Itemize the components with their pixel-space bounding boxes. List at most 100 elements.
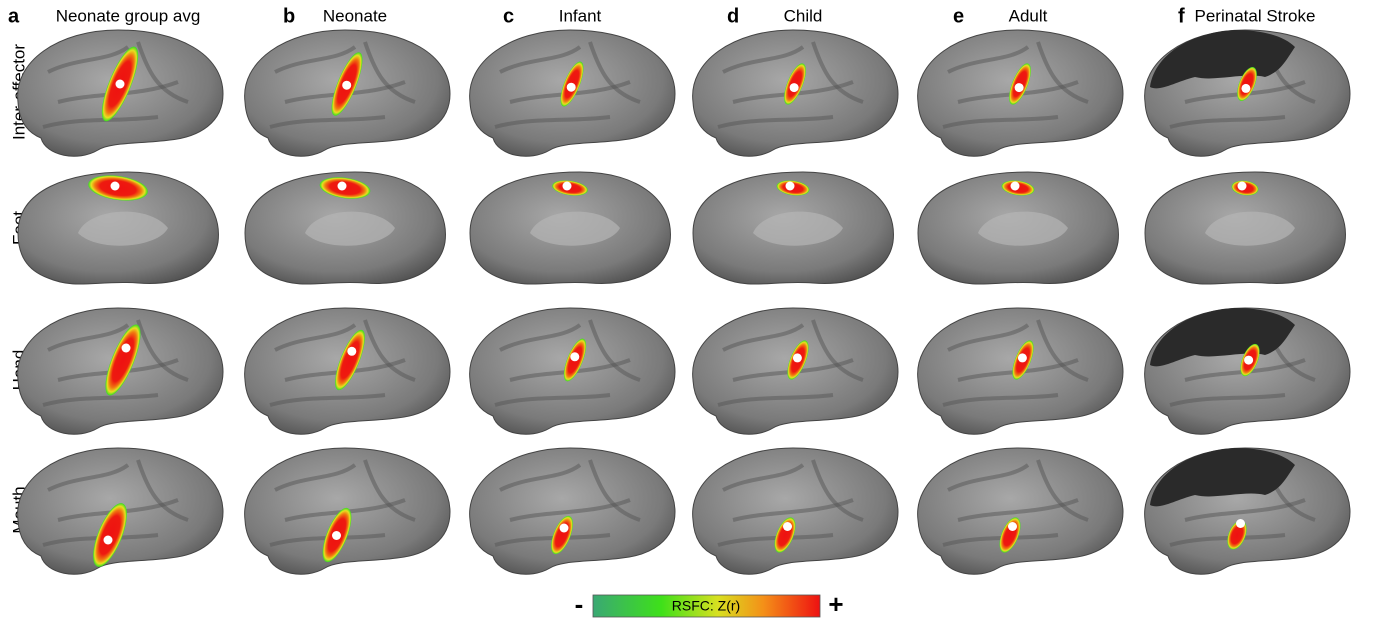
brain [17,171,219,285]
sulcus [1036,41,1089,104]
sulcus [363,319,416,382]
panel-letter: f [1178,5,1185,27]
corpus-callosum [978,211,1068,246]
brain [1144,447,1351,575]
seed [559,523,569,533]
sulcus [494,115,611,129]
seed [337,181,347,191]
seed [347,346,357,356]
brain [917,447,1124,575]
sulcus [42,115,159,129]
colorbar: RSFC: Z(r) - + [575,589,844,619]
seed [1237,181,1247,191]
sulcus [717,393,834,407]
sulcus [811,319,864,382]
sulcus [732,498,854,522]
brain [244,307,451,435]
sulcus [494,533,611,547]
activation [335,329,365,391]
seed [783,522,792,531]
sulcus [274,463,357,492]
brain [244,447,451,575]
sulcus [47,463,130,492]
activation [105,324,141,396]
sulcus [947,45,1030,74]
brain [469,307,676,435]
sulcus [942,533,1059,547]
sulcus [1169,115,1286,129]
sulcus [811,459,864,522]
brain [917,307,1124,435]
sulcus [942,393,1059,407]
brain [17,307,224,435]
sulcus [269,115,386,129]
sulcus [947,323,1030,352]
sulcus [1036,319,1089,382]
brain [692,171,894,285]
seed [1017,353,1027,363]
brain [17,447,224,575]
seed [115,79,125,89]
colorbar-gradient [592,594,821,618]
sulcus [1169,393,1286,407]
brain [1144,171,1346,285]
sulcus [1184,498,1306,522]
brain [1144,29,1351,157]
seed [121,343,131,353]
panel-letter: a [8,5,20,27]
seed [792,353,802,363]
brain [469,447,676,575]
corpus-callosum [753,211,843,246]
panel-title: Child [784,6,823,25]
seed [1010,181,1020,191]
sulcus [947,463,1030,492]
panel-title: Infant [559,6,602,25]
sulcus [722,463,805,492]
sulcus [136,41,189,104]
sulcus [588,459,641,522]
seed [785,181,795,191]
seed [1241,83,1251,93]
sulcus [494,393,611,407]
brain [917,171,1119,285]
lesion [1150,448,1295,507]
seed [566,82,576,92]
panel-letter: d [727,5,739,27]
brain [469,171,671,285]
brain [469,29,676,157]
brain [244,29,451,157]
panel-title: Neonate [323,6,387,25]
panel-letter: c [503,5,514,27]
sulcus [722,45,805,74]
activation [93,503,127,567]
seed [1244,355,1254,365]
sulcus [509,498,631,522]
sulcus [588,319,641,382]
sulcus [499,323,582,352]
brain [17,29,224,157]
sulcus [722,323,805,352]
panel-title: Adult [1009,6,1048,25]
seed [342,80,352,90]
colorbar-label: RSFC: Z(r) [672,598,740,614]
brain [692,447,899,575]
sulcus [717,115,834,129]
sulcus [47,45,130,74]
sulcus [136,319,189,382]
seed [1008,522,1017,531]
corpus-callosum [78,211,168,246]
sulcus [269,393,386,407]
seed [570,352,580,362]
seed [789,83,799,93]
sulcus [363,459,416,522]
colorbar-min: - [575,589,584,619]
lesion [1150,30,1295,89]
brain [692,307,899,435]
sulcus [47,323,130,352]
panel-title: Perinatal Stroke [1195,6,1316,25]
seed [103,535,113,545]
sulcus [1036,459,1089,522]
sulcus [1169,533,1286,547]
corpus-callosum [530,211,620,246]
